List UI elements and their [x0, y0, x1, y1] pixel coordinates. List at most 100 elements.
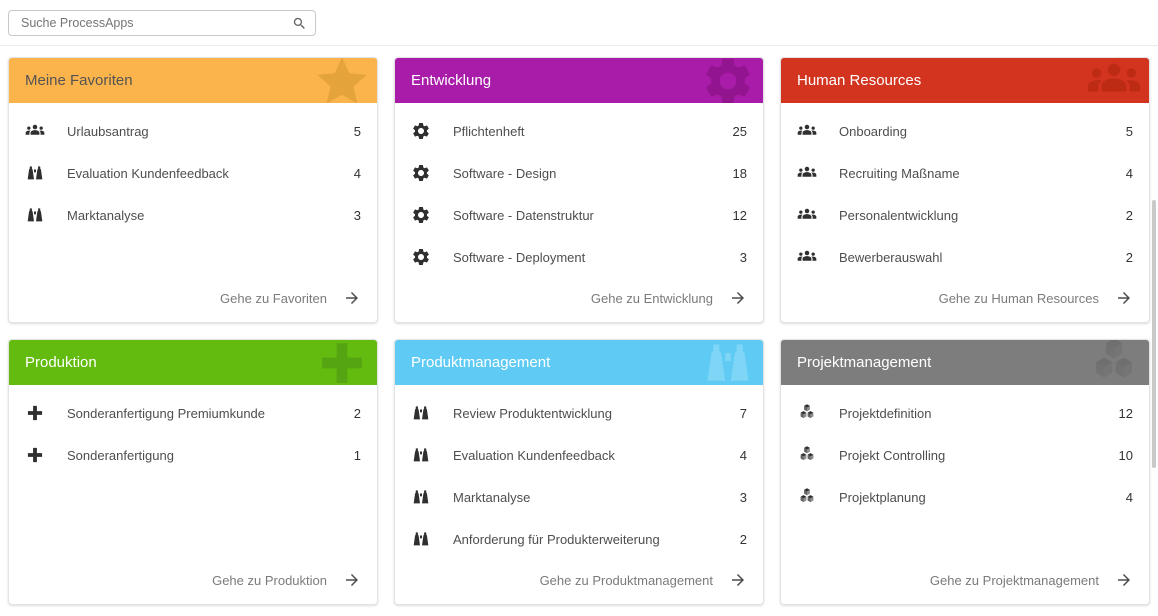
cubes-icon: [797, 403, 819, 423]
process-item-count: 7: [739, 405, 747, 421]
process-card: Produktion Sonderanfertigung Premiumkund…: [8, 339, 378, 605]
card-footer-link[interactable]: Gehe zu Produktion: [9, 571, 377, 604]
process-item-label: Recruiting Maßname: [839, 165, 960, 181]
groups-icon: [797, 205, 819, 225]
arrow-right-icon: [1115, 289, 1133, 307]
binoculars-icon: [700, 340, 756, 385]
process-item[interactable]: Evaluation Kundenfeedback 4: [395, 434, 763, 476]
process-item-count: 2: [739, 531, 747, 547]
process-item-label: Software - Deployment: [453, 249, 586, 265]
arrow-right-icon: [729, 289, 747, 307]
card-footer-link[interactable]: Gehe zu Entwicklung: [395, 289, 763, 322]
process-item-label: Anforderung für Produkterweiterung: [453, 531, 660, 547]
process-item-label: Sonderanfertigung Premiumkunde: [67, 405, 266, 421]
binoculars-icon: [411, 487, 433, 507]
card-items: Sonderanfertigung Premiumkunde 2 Sondera…: [9, 385, 377, 476]
process-item[interactable]: Sonderanfertigung Premiumkunde 2: [9, 392, 377, 434]
process-item[interactable]: Projektdefinition 12: [781, 392, 1149, 434]
card-footer-link[interactable]: Gehe zu Produktmanagement: [395, 571, 763, 604]
process-item-label: Software - Design: [453, 165, 557, 181]
scrollbar-thumb[interactable]: [1152, 200, 1156, 468]
card-header: Produktion: [9, 340, 377, 385]
plus-icon: [25, 445, 47, 465]
card-footer-link[interactable]: Gehe zu Projektmanagement: [781, 571, 1149, 604]
groups-icon: [1086, 58, 1142, 103]
search-input[interactable]: [19, 15, 292, 31]
footer-link-label: Gehe zu Favoriten: [220, 290, 327, 306]
search-bar: [0, 0, 1158, 46]
groups-icon: [25, 121, 47, 141]
process-card: Entwicklung Pflichtenheft 25 Software - …: [394, 57, 764, 323]
process-item-count: 2: [1125, 207, 1133, 223]
arrow-right-icon: [343, 289, 361, 307]
process-item[interactable]: Marktanalyse 3: [395, 476, 763, 518]
process-item[interactable]: Projekt Controlling 10: [781, 434, 1149, 476]
process-item-count: 3: [739, 249, 747, 265]
process-item-label: Marktanalyse: [67, 207, 145, 223]
gear-icon: [411, 205, 433, 225]
process-item[interactable]: Pflichtenheft 25: [395, 110, 763, 152]
card-header: Entwicklung: [395, 58, 763, 103]
card-title: Projektmanagement: [797, 354, 932, 371]
card-footer-link[interactable]: Gehe zu Human Resources: [781, 289, 1149, 322]
process-item-count: 10: [1118, 447, 1133, 463]
arrow-right-icon: [1115, 571, 1133, 589]
process-item[interactable]: Bewerberauswahl 2: [781, 236, 1149, 278]
process-item-count: 4: [353, 165, 361, 181]
process-item[interactable]: Personalentwicklung 2: [781, 194, 1149, 236]
card-header: Produktmanagement: [395, 340, 763, 385]
star-icon: [314, 58, 370, 103]
process-item-label: Bewerberauswahl: [839, 249, 943, 265]
process-card: Produktmanagement Review Produktentwickl…: [394, 339, 764, 605]
process-item-label: Pflichtenheft: [453, 123, 525, 139]
search-icon[interactable]: [292, 16, 307, 31]
process-item-label: Onboarding: [839, 123, 907, 139]
process-item[interactable]: Evaluation Kundenfeedback 4: [9, 152, 377, 194]
search-box[interactable]: [8, 10, 316, 36]
card-items: Projektdefinition 12 Projekt Controlling…: [781, 385, 1149, 518]
process-item-count: 3: [353, 207, 361, 223]
process-item-count: 4: [1125, 165, 1133, 181]
process-item[interactable]: Marktanalyse 3: [9, 194, 377, 236]
process-item-count: 2: [353, 405, 361, 421]
process-item[interactable]: Software - Datenstruktur 12: [395, 194, 763, 236]
process-item-label: Evaluation Kundenfeedback: [453, 447, 615, 463]
plus-icon: [25, 403, 47, 423]
process-item[interactable]: Software - Design 18: [395, 152, 763, 194]
process-item-label: Projekt Controlling: [839, 447, 946, 463]
card-items: Review Produktentwicklung 7 Evaluation K…: [395, 385, 763, 560]
process-item-count: 5: [353, 123, 361, 139]
process-item[interactable]: Recruiting Maßname 4: [781, 152, 1149, 194]
binoculars-icon: [411, 529, 433, 549]
binoculars-icon: [25, 163, 47, 183]
gear-icon: [411, 163, 433, 183]
process-item[interactable]: Anforderung für Produkterweiterung 2: [395, 518, 763, 560]
process-item[interactable]: Review Produktentwicklung 7: [395, 392, 763, 434]
process-item-count: 25: [732, 123, 747, 139]
process-item[interactable]: Software - Deployment 3: [395, 236, 763, 278]
binoculars-icon: [25, 205, 47, 225]
process-item[interactable]: Onboarding 5: [781, 110, 1149, 152]
process-item[interactable]: Sonderanfertigung 1: [9, 434, 377, 476]
process-card: Meine Favoriten Urlaubsantrag 5 Evaluati…: [8, 57, 378, 323]
process-item-label: Projektdefinition: [839, 405, 932, 421]
card-items: Pflichtenheft 25 Software - Design 18 So…: [395, 103, 763, 278]
gear-icon: [411, 247, 433, 267]
process-item-count: 18: [732, 165, 747, 181]
binoculars-icon: [411, 403, 433, 423]
gear-icon: [411, 121, 433, 141]
process-item[interactable]: Projektplanung 4: [781, 476, 1149, 518]
footer-link-label: Gehe zu Projektmanagement: [929, 572, 1099, 588]
card-footer-link[interactable]: Gehe zu Favoriten: [9, 289, 377, 322]
process-item-label: Sonderanfertigung: [67, 447, 174, 463]
card-title: Meine Favoriten: [25, 72, 133, 89]
cards-grid: Meine Favoriten Urlaubsantrag 5 Evaluati…: [0, 46, 1158, 615]
process-item-count: 5: [1125, 123, 1133, 139]
process-item-label: Evaluation Kundenfeedback: [67, 165, 229, 181]
process-item-count: 12: [732, 207, 747, 223]
process-item[interactable]: Urlaubsantrag 5: [9, 110, 377, 152]
footer-link-label: Gehe zu Produktion: [212, 572, 327, 588]
process-item-label: Marktanalyse: [453, 489, 531, 505]
process-item-count: 12: [1118, 405, 1133, 421]
process-card: Human Resources Onboarding 5 Recruiting …: [780, 57, 1150, 323]
